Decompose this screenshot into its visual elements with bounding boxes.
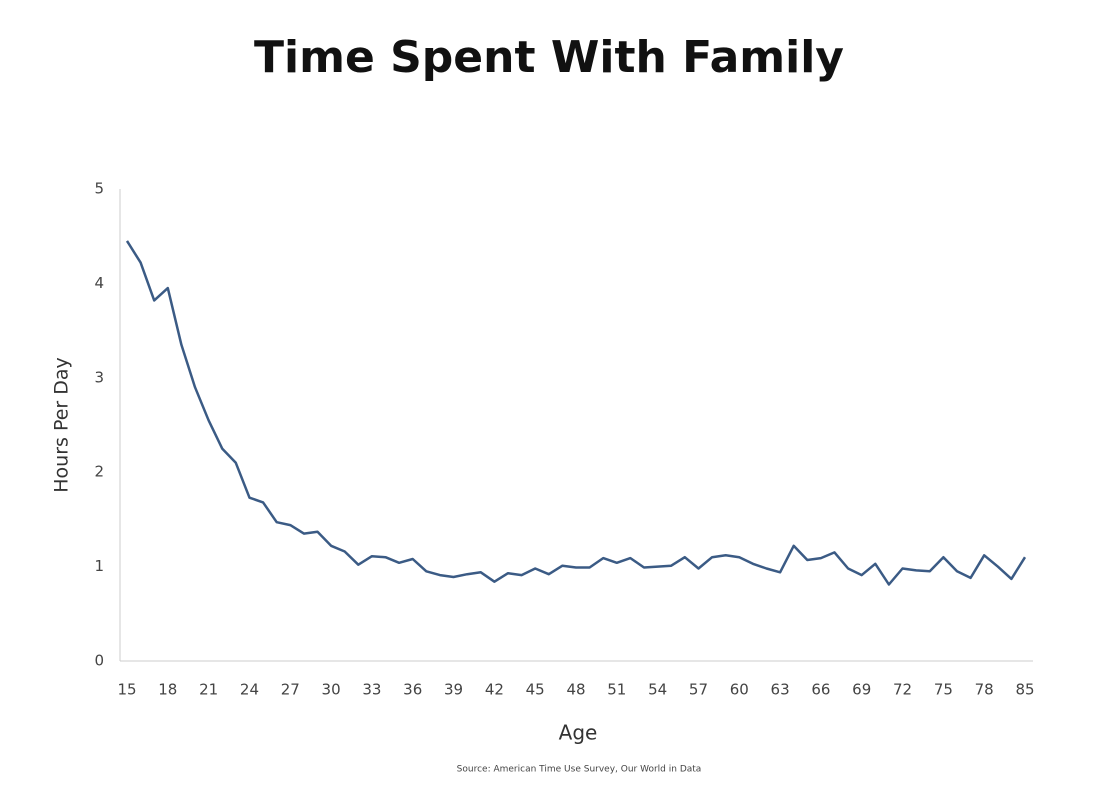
y-tick-label: 3	[94, 368, 104, 386]
x-tick-label: 15	[117, 681, 136, 699]
x-tick-label: 75	[934, 681, 953, 699]
x-tick-label: 57	[689, 681, 708, 699]
x-tick-label: 63	[771, 681, 790, 699]
y-tick-label: 4	[94, 274, 104, 292]
x-tick-label: 54	[648, 681, 667, 699]
x-tick-label: 27	[281, 681, 300, 699]
y-tick-label: 5	[94, 180, 104, 198]
x-tick-label: 78	[975, 681, 994, 699]
x-tick-label: 72	[893, 681, 912, 699]
x-tick-label: 33	[362, 681, 381, 699]
x-tick-label: 45	[526, 681, 545, 699]
x-tick-label: 42	[485, 681, 504, 699]
x-tick-label: 48	[566, 681, 585, 699]
y-tick-label: 2	[94, 463, 104, 481]
y-tick-label: 0	[94, 652, 104, 670]
x-tick-label: 69	[852, 681, 871, 699]
x-tick-label: 85	[1015, 681, 1034, 699]
x-tick-label: 66	[811, 681, 830, 699]
y-axis-label: Hours Per Day	[51, 357, 73, 493]
x-tick-label: 36	[403, 681, 422, 699]
x-tick-label: 18	[158, 681, 177, 699]
x-tick-label: 60	[730, 681, 749, 699]
x-axis-label: Age	[559, 721, 598, 745]
data-line	[125, 240, 1027, 586]
y-tick-label: 1	[94, 557, 104, 575]
x-tick-label: 39	[444, 681, 463, 699]
source-note: Source: American Time Use Survey, Our Wo…	[457, 765, 702, 775]
x-tick-label: 30	[322, 681, 341, 699]
x-tick-label: 21	[199, 681, 218, 699]
chart-title: Time Spent With Family	[254, 32, 844, 83]
x-tick-label: 24	[240, 681, 259, 699]
x-tick-label: 51	[607, 681, 626, 699]
